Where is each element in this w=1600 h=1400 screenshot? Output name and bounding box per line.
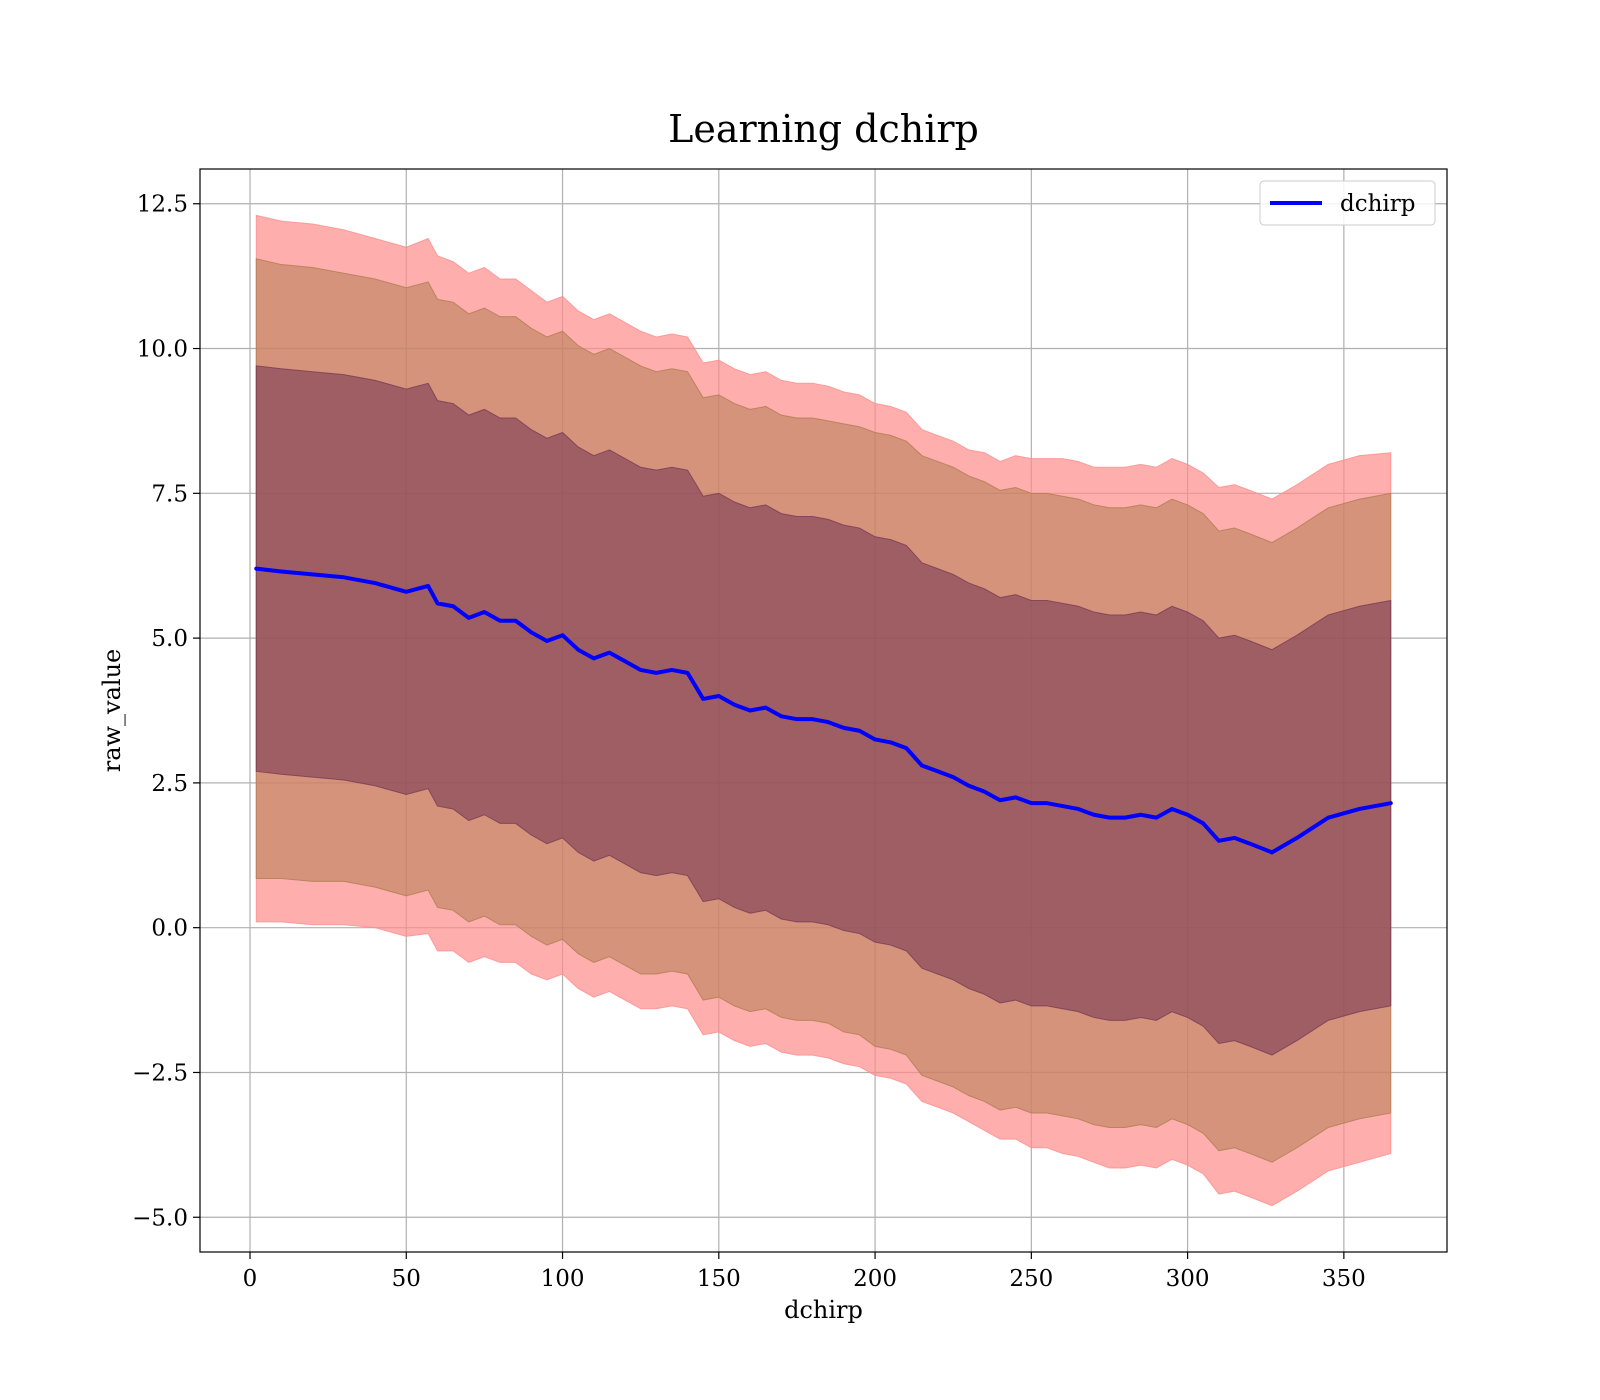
- x-tick-label: 350: [1322, 1266, 1366, 1292]
- x-tick-label: 0: [243, 1266, 258, 1292]
- legend-box: [1259, 180, 1436, 226]
- y-axis-label: raw_value: [98, 649, 126, 773]
- x-tick-label: 300: [1166, 1266, 1210, 1292]
- x-tick-label: 150: [697, 1266, 741, 1292]
- x-axis-label: dchirp: [784, 1296, 863, 1324]
- legend: dchirp: [1259, 180, 1436, 226]
- confidence-bands: [255, 214, 1392, 1207]
- y-tick-label: 12.5: [137, 192, 188, 218]
- y-tick-label: −2.5: [132, 1060, 188, 1086]
- band-inner: [255, 365, 1392, 1056]
- y-tick-label: 7.5: [151, 481, 188, 507]
- x-tick-label: 50: [392, 1266, 421, 1292]
- series-line-dchirp: [254, 566, 1393, 855]
- y-tick-label: 5.0: [151, 626, 188, 652]
- x-tick-label: 100: [541, 1266, 585, 1292]
- y-tick-label: 0.0: [151, 916, 188, 942]
- y-tick-label: 10.0: [137, 337, 188, 363]
- chart-title: Learning dchirp: [668, 107, 979, 151]
- y-tick-label: 2.5: [151, 771, 188, 797]
- x-tick-label: 250: [1009, 1266, 1053, 1292]
- legend-label-dchirp: dchirp: [1340, 191, 1416, 217]
- x-tick-label: 200: [853, 1266, 897, 1292]
- plot-frame: [199, 168, 1448, 1253]
- y-axis: −5.0 −2.5 0.0 2.5 5.0 7.5 10.0 12.5: [132, 192, 200, 1231]
- series-lines: [254, 566, 1393, 855]
- y-tick-label: −5.0: [132, 1205, 188, 1231]
- x-axis: 0 50 100 150 200 250 300 350: [243, 1252, 1366, 1292]
